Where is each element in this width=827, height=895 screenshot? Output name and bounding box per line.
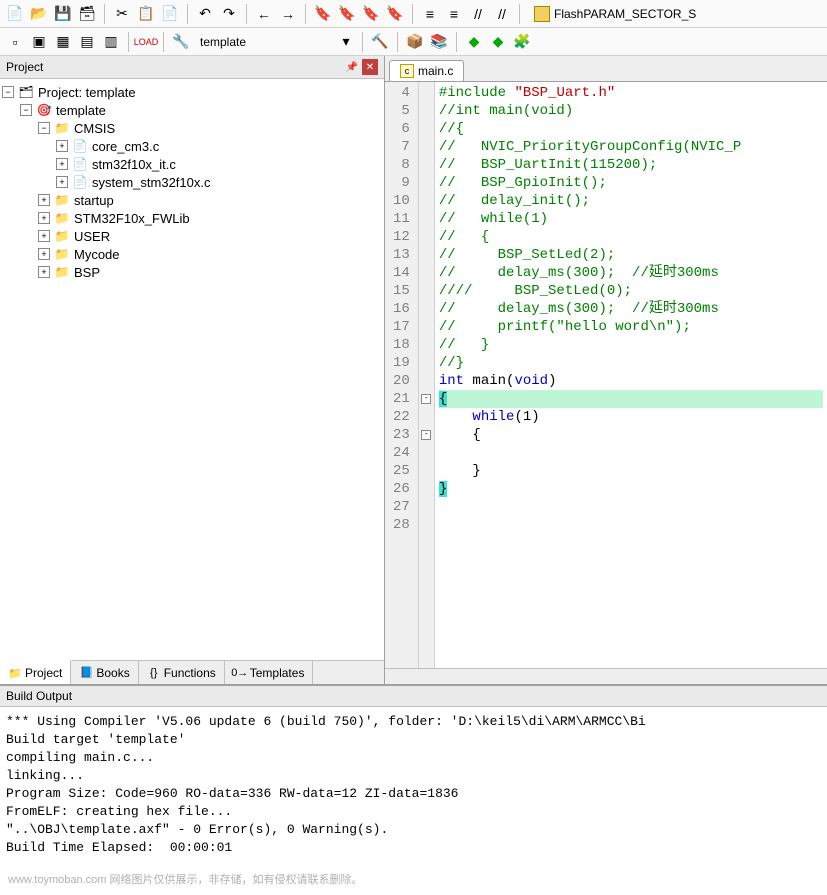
config-icon[interactable]: ◆ — [463, 31, 485, 53]
tree-root[interactable]: −🗂Project: template — [2, 83, 382, 101]
tab-books[interactable]: 📘Books — [71, 661, 138, 684]
bookmark-prev-icon[interactable]: 🔖 — [336, 3, 358, 25]
bookmark-next-icon[interactable]: 🔖 — [360, 3, 382, 25]
redo-icon[interactable]: ↷ — [218, 3, 240, 25]
cut-icon[interactable]: ✂ — [111, 3, 133, 25]
tree-group[interactable]: +📁STM32F10x_FWLib — [2, 209, 382, 227]
tab-functions[interactable]: {}Functions — [139, 661, 225, 684]
tree-group[interactable]: +📁Mycode — [2, 245, 382, 263]
outdent-icon[interactable]: ≡ — [443, 3, 465, 25]
project-icon: 📁 — [8, 666, 22, 680]
copy-icon[interactable]: 📋 — [135, 3, 157, 25]
target-dropdown-icon[interactable]: ▾ — [336, 31, 356, 53]
save-icon[interactable]: 💾 — [52, 3, 74, 25]
comment-icon[interactable]: // — [467, 3, 489, 25]
tree-file[interactable]: +📄core_cm3.c — [2, 137, 382, 155]
stop-build-icon[interactable]: ▥ — [100, 31, 122, 53]
target-select[interactable]: template — [194, 35, 334, 49]
target-options-icon[interactable]: 🔧 — [170, 31, 192, 53]
uncomment-icon[interactable]: // — [491, 3, 513, 25]
tree-file[interactable]: +📄system_stm32f10x.c — [2, 173, 382, 191]
tab-templates[interactable]: 0→Templates — [225, 661, 314, 684]
build-panel: Build Output *** Using Compiler 'V5.06 u… — [0, 684, 827, 863]
nav-fwd-icon[interactable]: → — [277, 3, 299, 25]
project-bottom-tabs: 📁Project 📘Books {}Functions 0→Templates — [0, 660, 384, 684]
file-tab-bar: c main.c — [385, 56, 827, 82]
pin-icon[interactable]: 📌 — [344, 59, 360, 75]
c-file-icon: c — [400, 64, 414, 78]
download-icon[interactable]: LOAD — [135, 31, 157, 53]
manage-books-icon[interactable]: 📚 — [428, 31, 450, 53]
bookmark-icon[interactable]: 🔖 — [312, 3, 334, 25]
new-file-icon[interactable]: 📄 — [4, 3, 26, 25]
main-toolbar-2: ▫ ▣ ▦ ▤ ▥ LOAD 🔧 template ▾ 🔨 📦 📚 ◆ ◆ 🧩 — [0, 28, 827, 56]
bookmark-clear-icon[interactable]: 🔖 — [384, 3, 406, 25]
tree-group[interactable]: +📁USER — [2, 227, 382, 245]
flash-label: FlashPARAM_SECTOR_S — [554, 7, 696, 21]
flash-icon[interactable] — [534, 6, 550, 22]
options-icon[interactable]: 🔨 — [369, 31, 391, 53]
close-icon[interactable]: ✕ — [362, 59, 378, 75]
functions-icon: {} — [147, 666, 161, 680]
batch-build-icon[interactable]: ▤ — [76, 31, 98, 53]
code-editor[interactable]: 4567891011121314151617181920212223242526… — [385, 82, 827, 668]
build-target-icon[interactable]: ▣ — [28, 31, 50, 53]
build-icon[interactable]: ▫ — [4, 31, 26, 53]
tree-group[interactable]: +📁startup — [2, 191, 382, 209]
watermark-text: www.toymoban.com 网络图片仅供展示，非存储，如有侵权请联系删除。 — [0, 863, 827, 895]
tab-project[interactable]: 📁Project — [0, 660, 71, 684]
h-scrollbar[interactable] — [385, 668, 827, 684]
project-panel-title: Project — [6, 60, 43, 74]
templates-icon: 0→ — [233, 666, 247, 680]
paste-icon[interactable]: 📄 — [159, 3, 181, 25]
tree-file[interactable]: +📄stm32f10x_it.c — [2, 155, 382, 173]
nav-back-icon[interactable]: ← — [253, 3, 275, 25]
db-icon[interactable]: ◆ — [487, 31, 509, 53]
code-panel: c main.c 4567891011121314151617181920212… — [385, 56, 827, 684]
tree-target[interactable]: −🎯template — [2, 101, 382, 119]
tree-group[interactable]: −📁CMSIS — [2, 119, 382, 137]
open-icon[interactable]: 📂 — [28, 3, 50, 25]
manage-project-icon[interactable]: 📦 — [404, 31, 426, 53]
rebuild-icon[interactable]: ▦ — [52, 31, 74, 53]
undo-icon[interactable]: ↶ — [194, 3, 216, 25]
file-tab-main[interactable]: c main.c — [389, 60, 464, 81]
books-icon: 📘 — [79, 666, 93, 680]
build-title: Build Output — [6, 689, 72, 703]
save-all-icon[interactable]: 🗃 — [76, 3, 98, 25]
build-output-text[interactable]: *** Using Compiler 'V5.06 update 6 (buil… — [0, 707, 827, 863]
project-tree[interactable]: −🗂Project: template−🎯template−📁CMSIS+📄co… — [0, 79, 384, 660]
project-panel: Project 📌 ✕ −🗂Project: template−🎯templat… — [0, 56, 385, 684]
pack-icon[interactable]: 🧩 — [511, 31, 533, 53]
indent-icon[interactable]: ≡ — [419, 3, 441, 25]
tree-group[interactable]: +📁BSP — [2, 263, 382, 281]
main-toolbar-1: 📄 📂 💾 🗃 ✂ 📋 📄 ↶ ↷ ← → 🔖 🔖 🔖 🔖 ≡ ≡ // // … — [0, 0, 827, 28]
